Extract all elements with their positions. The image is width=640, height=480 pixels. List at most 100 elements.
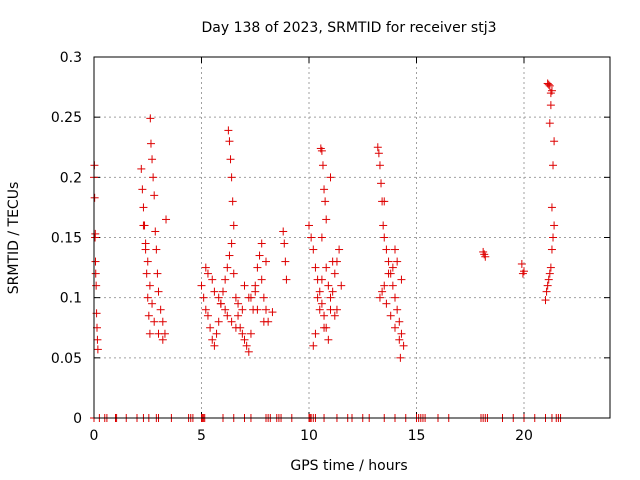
data-point [315,305,324,314]
x-axis-title: GPS time / hours [290,458,407,474]
data-point [330,269,339,278]
data-point [150,191,159,200]
data-point [305,221,313,230]
data-point [234,311,243,320]
y-tick-label: 0.1 [60,291,82,307]
data-point [251,287,260,296]
data-point [143,257,152,266]
data-point [391,293,399,302]
data-point [93,335,102,344]
data-point [231,323,240,332]
x-tick-label: 15 [408,428,426,444]
data-point [210,341,219,350]
data-point [545,119,554,128]
plot-frame [93,56,611,419]
data-point [240,281,249,290]
data-point [397,275,406,284]
x-tick-label: 10 [300,428,318,444]
data-point [90,193,99,202]
data-point [547,203,556,212]
data-point [377,179,386,188]
data-point [149,173,158,182]
data-point [317,275,326,284]
data-point [139,203,148,212]
chart-title: Day 138 of 2023, SRMTID for receiver stj… [202,20,497,36]
data-point [238,329,247,338]
data-point [208,335,217,344]
data-point [158,335,167,344]
data-point [268,308,277,317]
data-point [229,221,238,230]
data-point [320,185,329,194]
data-point [382,299,391,308]
data-point [259,317,268,326]
y-axis-title: SRMTID / TECUs [6,182,22,295]
x-tick-label: 0 [90,428,99,444]
data-point [221,275,230,284]
data-point [545,269,554,278]
data-point [141,245,150,254]
data-point [228,197,237,206]
data-point [150,317,159,326]
data-point [317,233,326,242]
data-point [145,281,154,290]
data-point [253,305,262,314]
data-point [546,89,555,98]
data-point [317,146,326,155]
data-point [156,305,165,314]
data-point [307,233,316,242]
x-tick-label: 5 [197,428,206,444]
data-point [317,299,326,308]
data-point [386,311,395,320]
data-point [253,263,262,272]
data-point [255,251,264,260]
data-point [199,293,208,302]
data-point [549,161,558,170]
data-point [214,293,223,302]
data-point [216,299,225,308]
data-point [393,305,402,314]
y-tick-label: 0.2 [60,170,82,186]
data-point [375,161,384,170]
data-point [399,341,408,350]
data-point [148,299,157,308]
data-point [311,263,320,272]
data-point [318,161,327,170]
data-point [225,251,234,260]
y-tick-label: 0 [73,411,82,427]
data-point [154,287,163,296]
data-point [395,317,404,326]
grid-lines [94,57,610,418]
data-point [246,329,255,338]
data-point [206,323,215,332]
data-point [379,221,388,230]
data-point [309,341,318,350]
y-tick-label: 0.25 [51,110,82,126]
data-point [281,257,290,266]
data-point [162,215,171,224]
data-point [223,263,232,272]
data-point [91,229,100,238]
data-point [148,155,157,164]
data-point [388,263,397,272]
data-point [382,245,391,254]
data-point [326,293,335,302]
data-point [313,293,322,302]
data-point [210,287,219,296]
data-point [391,323,399,332]
data-point [227,317,236,326]
data-point [550,137,559,146]
y-tick-label: 0.15 [51,231,82,247]
data-point [203,311,212,320]
data-point [146,139,155,148]
data-point [541,296,550,305]
data-point [158,317,167,326]
data-point [208,275,217,284]
data-point [328,257,337,266]
data-points [90,79,565,422]
data-point [257,239,266,248]
data-point [547,245,556,254]
data-point [91,257,100,266]
data-point [550,221,559,230]
data-point [257,275,266,284]
